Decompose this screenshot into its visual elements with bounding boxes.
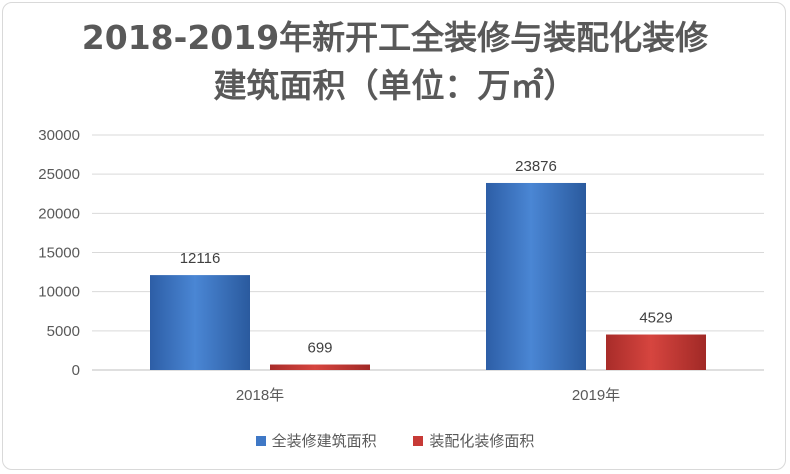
legend-label: 装配化装修面积 — [429, 432, 535, 450]
legend-swatch-red — [413, 436, 424, 446]
data-label: 12116 — [180, 250, 221, 267]
bar-full-decoration — [150, 275, 250, 370]
y-tick-label: 5000 — [47, 323, 80, 340]
y-tick-label: 30000 — [38, 127, 80, 144]
y-tick-label: 25000 — [38, 166, 80, 183]
x-tick-label: 2019年 — [572, 387, 620, 404]
x-tick-label: 2018年 — [236, 387, 284, 404]
chart-frame — [2, 2, 786, 470]
legend-item-prefab-decoration: 装配化装修面积 — [413, 430, 534, 451]
bar-prefab-decoration — [270, 364, 370, 370]
bar-full-decoration — [486, 182, 586, 370]
legend-swatch-blue — [255, 436, 266, 446]
legend: 全装修建筑面积 装配化装修面积 — [0, 430, 790, 451]
data-label: 4529 — [639, 310, 672, 327]
chart-title-line1: 2018-2019年新开工全装修与装配化装修 — [81, 18, 709, 57]
y-tick-label: 0 — [72, 362, 80, 379]
y-tick-label: 15000 — [38, 245, 80, 262]
legend-item-full-decoration: 全装修建筑面积 — [255, 430, 377, 451]
data-label: 699 — [307, 340, 332, 357]
data-label: 23876 — [515, 158, 557, 175]
legend-label: 全装修建筑面积 — [271, 432, 377, 450]
chart-title-line2: 建筑面积（单位：万㎡） — [213, 66, 577, 105]
y-tick-label: 20000 — [38, 205, 80, 222]
y-tick-label: 10000 — [38, 284, 80, 301]
bar-prefab-decoration — [606, 334, 706, 370]
